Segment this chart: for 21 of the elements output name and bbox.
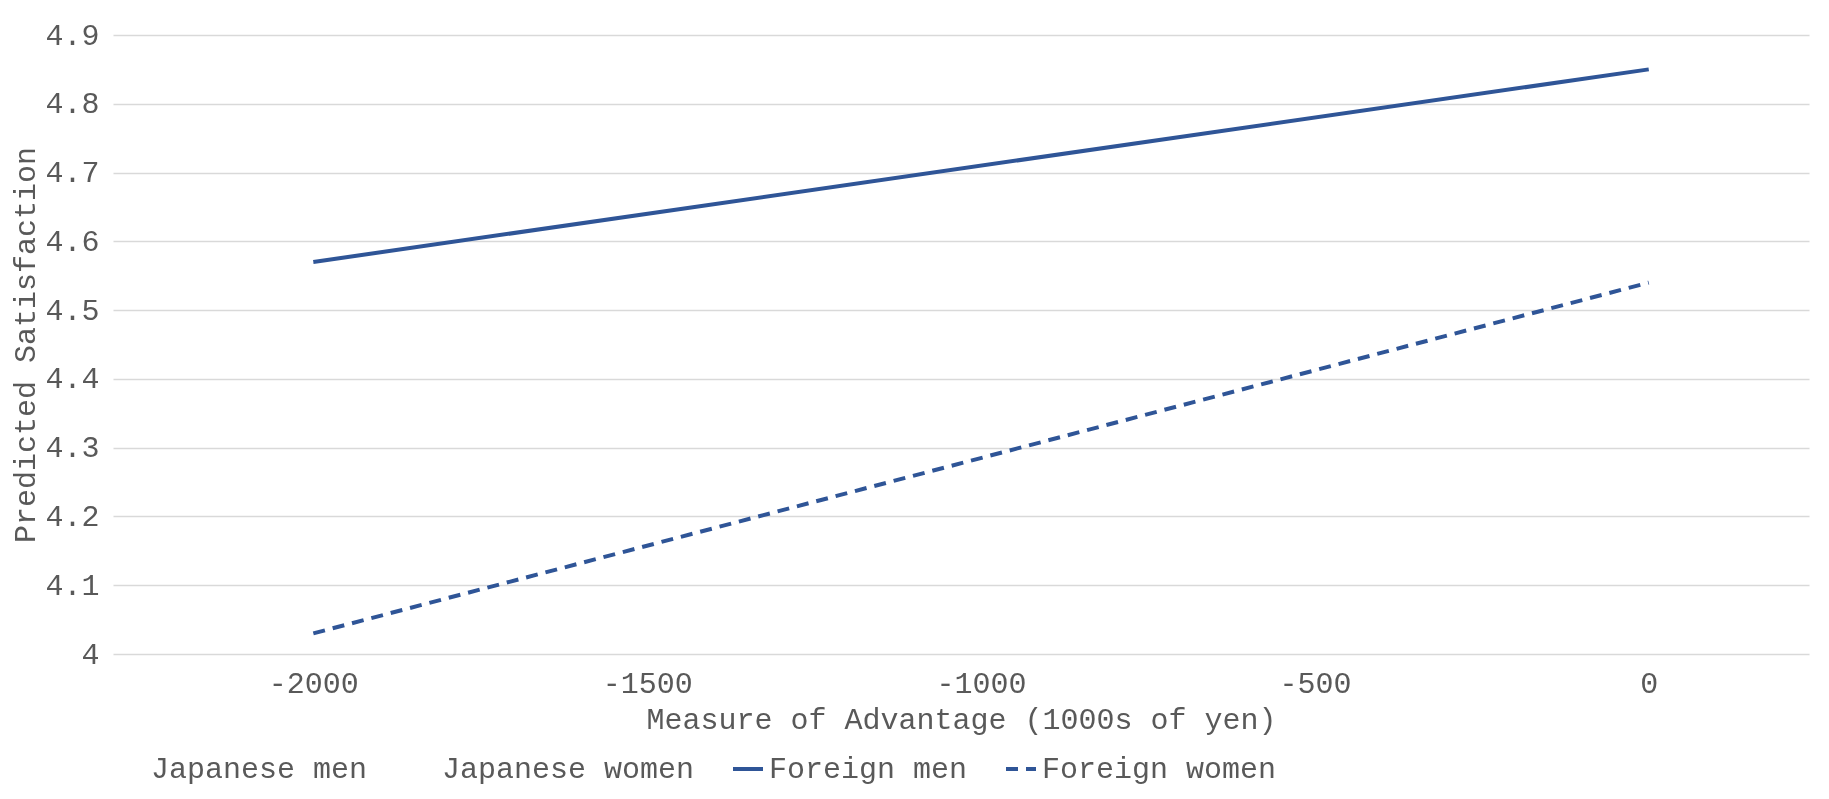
x-tick-label: -500	[1279, 667, 1352, 702]
x-tick-label: -1000	[936, 667, 1027, 702]
y-tick-label: 4.4	[45, 363, 100, 398]
y-tick-label: 4.8	[45, 88, 100, 123]
y-tick-label: 4	[81, 638, 100, 673]
y-tick-label: 4.5	[45, 294, 100, 329]
x-tick-label: -1500	[602, 667, 693, 702]
y-tick-label: 4.2	[45, 500, 100, 535]
y-axis-title: Predicted Satisfaction	[10, 146, 45, 544]
x-tick-label: 0	[1640, 667, 1659, 702]
y-tick-label: 4.3	[45, 432, 100, 467]
y-tick-label: 4.7	[45, 157, 100, 192]
legend-label: Foreign men	[769, 753, 968, 787]
text: Japanese women	[442, 753, 695, 787]
y-tick-label: 4.1	[45, 569, 100, 604]
x-axis-title: Measure of Advantage (1000s of yen)	[646, 703, 1277, 738]
text: Japanese men	[151, 753, 368, 787]
x-tick-label: -2000	[268, 667, 359, 702]
y-tick-label: 4.6	[45, 225, 100, 260]
legend-label: Foreign women	[1042, 753, 1277, 787]
y-tick-label: 4.9	[45, 19, 100, 54]
